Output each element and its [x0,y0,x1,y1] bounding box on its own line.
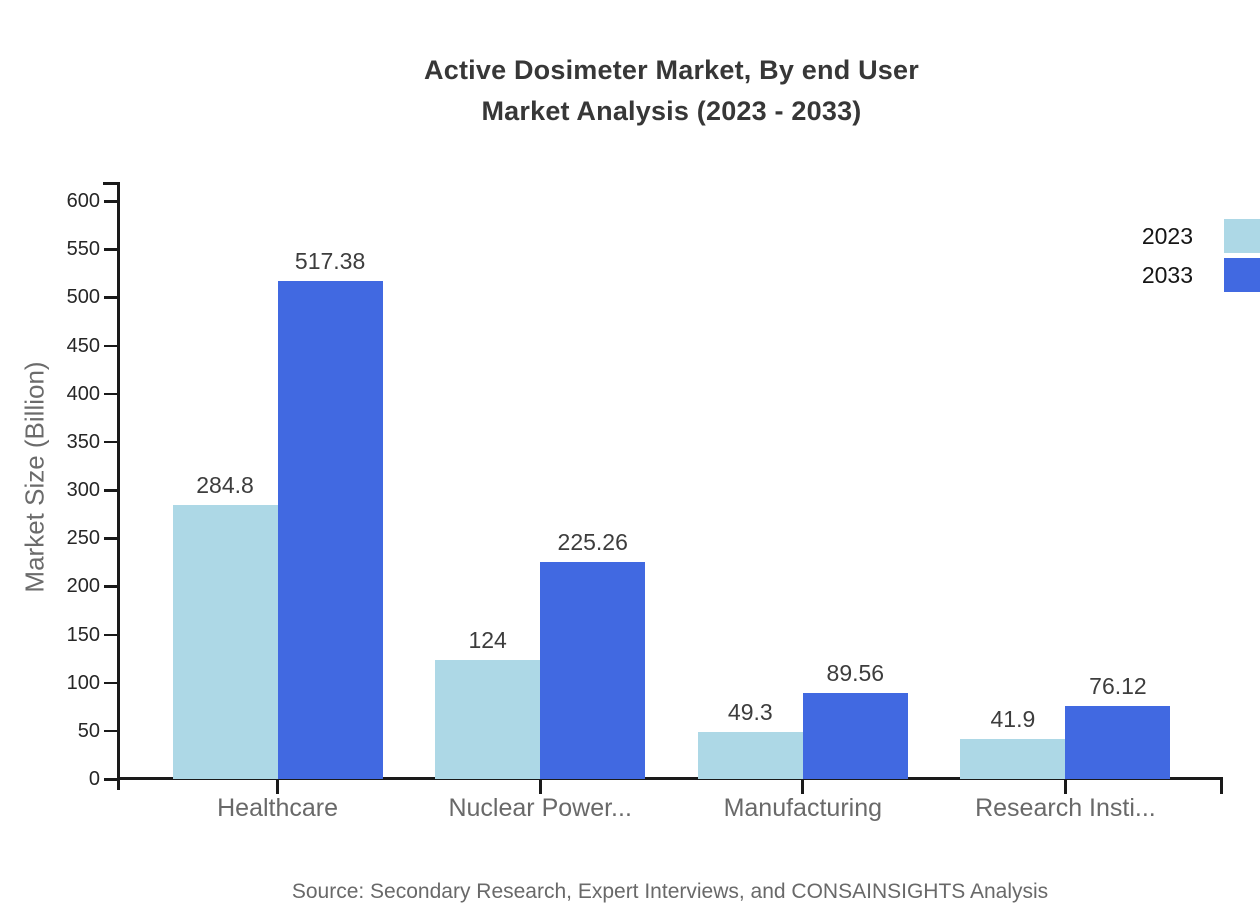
y-tick-label: 200 [66,575,100,598]
legend: 2023 2033 [1088,219,1260,297]
y-tick-mark [104,392,120,396]
bar-value-label: 41.9 [990,705,1036,732]
category-label: Manufacturing [723,794,883,822]
bar-2023-4 [960,738,1066,779]
y-tick-mark [104,296,120,299]
y-tick-label: 500 [66,286,100,309]
legend-swatch-2033 [1224,258,1260,292]
y-axis-top-cap-tick [103,182,117,185]
bar-2033-1 [277,280,383,779]
y-tick-mark [104,200,120,203]
bar-value-label: 284.8 [196,471,254,498]
chart-title-line2: Market Analysis (2023 - 2033) [481,96,862,126]
y-tick-label: 150 [66,623,100,646]
y-tick-mark [104,633,120,636]
x-axis-spine [117,777,1223,780]
bar-value-label: 517.38 [294,247,366,274]
y-tick-mark [104,440,120,444]
x-axis-right-cap-tick [1220,777,1223,794]
y-tick-label: 300 [66,479,100,501]
y-tick-mark [104,778,120,781]
y-tick-mark [104,585,120,588]
y-tick-mark [104,681,120,685]
y-tick-mark [104,537,120,540]
y-tick-label: 350 [66,430,100,453]
y-tick-mark [104,344,120,347]
y-tick-label: 450 [66,334,100,357]
bar-2023-1 [172,504,278,779]
y-axis-spine [117,182,120,790]
x-tick-mark [1063,779,1067,794]
bar-2033-2 [540,561,646,779]
x-tick-mark [276,779,280,794]
source-note: Source: Secondary Research, Expert Inter… [291,880,1049,903]
legend-row: 2023 [1088,219,1260,253]
x-tick-mark [801,779,805,794]
x-tick-mark [538,779,542,794]
bar-value-label: 49.3 [727,698,773,725]
legend-row: 2033 [1088,258,1260,292]
bar-value-label: 89.56 [826,659,885,686]
bar-value-label: 225.26 [557,528,628,555]
y-tick-label: 600 [66,190,100,212]
category-label: Research Insti... [975,794,1156,822]
bar-2023-3 [697,731,803,779]
category-label: Nuclear Power... [448,794,632,822]
y-tick-label: 50 [77,719,100,742]
bar-2023-2 [435,659,541,779]
y-tick-label: 100 [66,671,100,694]
y-tick-label: 0 [88,768,100,790]
y-tick-label: 250 [66,527,100,550]
y-tick-label: 400 [66,382,100,405]
y-tick-mark [104,248,120,251]
y-tick-mark [104,729,120,733]
bar-2033-3 [802,692,908,779]
legend-label: 2023 [1141,222,1193,249]
bar-value-label: 124 [468,626,507,653]
legend-swatch-2023 [1224,219,1260,253]
bar-value-label: 76.12 [1089,672,1147,699]
legend-label: 2033 [1141,261,1193,288]
chart-title-line1: Active Dosimeter Market, By end User [424,55,919,85]
chart-title: Active Dosimeter Market, By end User Mar… [120,50,1223,132]
y-tick-label: 550 [66,238,100,261]
category-label: Healthcare [217,794,339,822]
y-tick-mark [104,489,120,492]
bar-2033-4 [1065,705,1171,779]
